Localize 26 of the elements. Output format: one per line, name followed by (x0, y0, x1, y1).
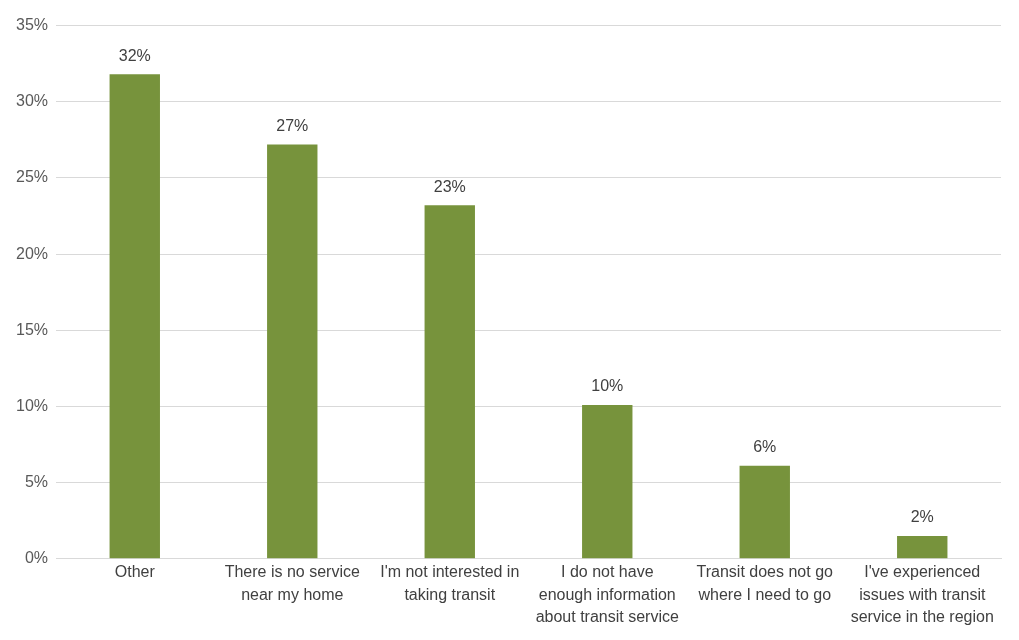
data-label: 27% (276, 116, 309, 134)
data-label: 6% (753, 438, 777, 456)
bar (267, 144, 318, 559)
y-tick-label: 25% (15, 168, 49, 186)
bar (109, 74, 160, 559)
y-tick-label: 5% (24, 473, 49, 491)
y-tick-label: 15% (15, 320, 49, 338)
bar (897, 535, 948, 559)
y-tick-label: 35% (15, 16, 49, 34)
y-tick-label: 20% (15, 244, 49, 262)
x-tick-label: I do not have enough information about transit service (535, 563, 679, 626)
data-label: 2% (910, 508, 934, 526)
x-tick-label: Transit does not go where I need to go (696, 563, 834, 603)
bar (582, 404, 633, 559)
data-label: 23% (433, 177, 466, 195)
y-tick-label: 10% (15, 396, 49, 414)
bar (739, 465, 790, 559)
y-tick-label: 0% (24, 549, 49, 567)
x-tick-label: There is no service near my home (224, 563, 360, 603)
x-tick-label: I'm not interested in taking transit (380, 563, 520, 603)
data-label: 32% (118, 46, 151, 64)
y-tick-label: 30% (15, 92, 49, 110)
bar (424, 205, 475, 559)
x-tick-label: I've experienced issues with transit service in the region (850, 563, 994, 626)
x-tick-label: Other (114, 563, 156, 581)
data-label: 10% (591, 377, 624, 395)
